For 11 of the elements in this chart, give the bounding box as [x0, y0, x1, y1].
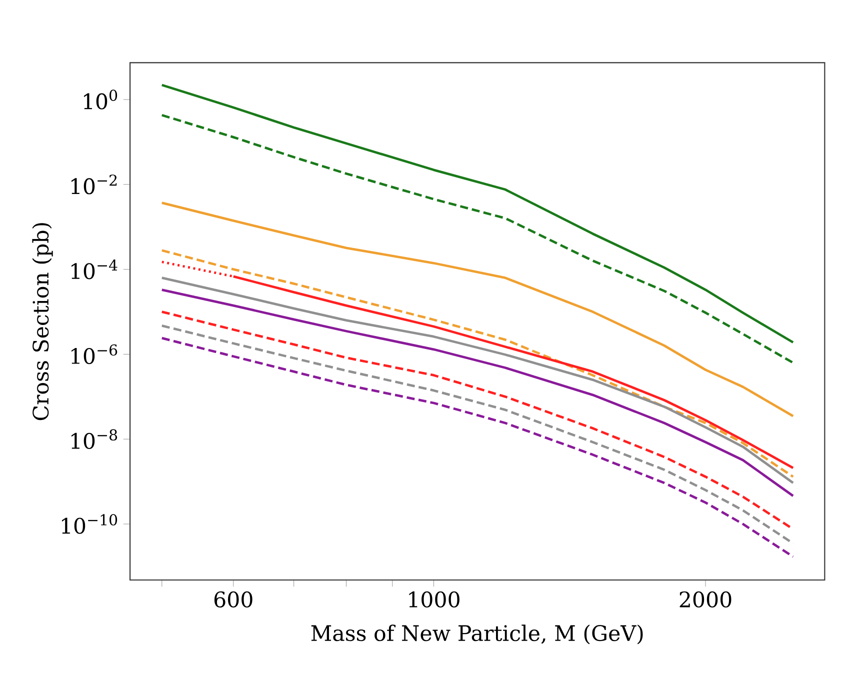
y-tick-label: 10$^{−2}$: [72, 174, 117, 194]
y-tick-label: 10$^{0}$: [84, 90, 118, 110]
y-axis-title: Cross Section (pb): [32, 223, 53, 420]
x-tick-label: 2000: [680, 591, 732, 608]
y-tick-label: 10$^{−10}$: [62, 514, 118, 534]
x-tick-label: 1000: [409, 591, 460, 608]
y-tick-label: 10$^{−4}$: [72, 259, 118, 280]
x-tick-label: 600: [214, 591, 252, 608]
y-tick-label: 10$^{−8}$: [72, 429, 118, 449]
x-axis-title: Mass of New Particle, M (GeV): [311, 624, 643, 644]
y-tick-label: 10$^{−6}$: [72, 344, 118, 364]
